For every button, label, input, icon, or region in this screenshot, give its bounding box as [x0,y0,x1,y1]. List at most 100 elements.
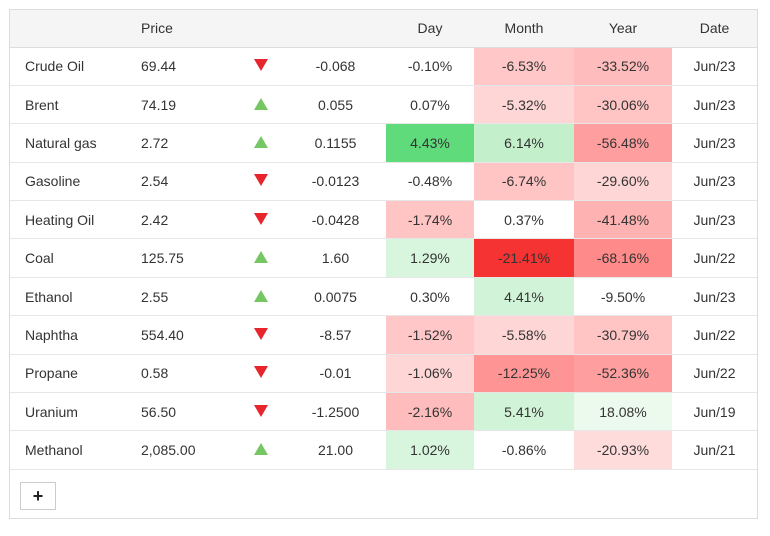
day-change-cell: 1.02% [386,430,474,470]
day-change-cell: -0.10% [386,47,474,86]
header-price[interactable]: Price [141,10,236,48]
year-change-cell: -29.60% [574,162,672,202]
commodities-table: Price Day Month Year Date Crude Oil 69.44… [10,10,757,470]
trend-cell [236,277,285,317]
date-cell: Jun/22 [672,354,757,394]
trend-cell [236,238,285,278]
date-cell: Jun/21 [672,430,757,470]
change-cell: -8.57 [285,315,386,355]
date-cell: Jun/23 [672,162,757,202]
month-change-cell: 4.41% [474,277,574,317]
commodity-name-link[interactable]: Coal [10,238,141,278]
table-row[interactable]: Natural gas 2.72 0.1155 4.43% 6.14% -56.48% Ju… [10,123,757,163]
date-cell: Jun/22 [672,238,757,278]
month-change-cell: -6.74% [474,162,574,202]
arrow-down-icon [253,327,268,340]
date-cell: Jun/23 [672,277,757,317]
arrow-up-icon [253,135,268,148]
commodity-name-link[interactable]: Methanol [10,430,141,470]
year-change-cell: -30.79% [574,315,672,355]
plus-icon: + [32,485,44,506]
table-row[interactable]: Naphtha 554.40 -8.57 -1.52% -5.58% -30.79% Jun… [10,315,757,355]
price-cell: 2,085.00 [141,430,236,470]
change-cell: 0.1155 [285,123,386,163]
month-change-cell: 5.41% [474,392,574,432]
header-year[interactable]: Year [574,10,672,48]
day-change-cell: -0.48% [386,162,474,202]
arrow-down-icon [253,366,268,379]
table-row[interactable]: Uranium 56.50 -1.2500 -2.16% 5.41% 18.08% Jun/… [10,392,757,432]
year-change-cell: -68.16% [574,238,672,278]
trend-cell [236,162,285,202]
trend-cell [236,47,285,86]
arrow-down-icon [253,174,268,187]
price-cell: 2.55 [141,277,236,317]
change-cell: 21.00 [285,430,386,470]
arrow-up-icon [253,97,268,110]
trend-cell [236,430,285,470]
header-arrow [236,10,285,48]
price-cell: 554.40 [141,315,236,355]
table-row[interactable]: Coal 125.75 1.60 1.29% -21.41% -68.16% Jun/22 [10,238,757,278]
table-row[interactable]: Gasoline 2.54 -0.0123 -0.48% -6.74% -29.60% Ju… [10,162,757,202]
month-change-cell: -0.86% [474,430,574,470]
change-cell: 0.055 [285,85,386,125]
year-change-cell: -30.06% [574,85,672,125]
table-row[interactable]: Heating Oil 2.42 -0.0428 -1.74% 0.37% -41.48%… [10,200,757,240]
month-change-cell: -5.32% [474,85,574,125]
commodity-name-link[interactable]: Propane [10,354,141,394]
add-row-button[interactable]: + [20,482,56,510]
trend-cell [236,85,285,125]
commodity-name-link[interactable]: Heating Oil [10,200,141,240]
trend-cell [236,123,285,163]
change-cell: -0.01 [285,354,386,394]
date-cell: Jun/23 [672,200,757,240]
trend-cell [236,392,285,432]
day-change-cell: -1.52% [386,315,474,355]
commodity-name-link[interactable]: Uranium [10,392,141,432]
month-change-cell: 6.14% [474,123,574,163]
commodity-name-link[interactable]: Naphtha [10,315,141,355]
arrow-up-icon [253,289,268,302]
month-change-cell: 0.37% [474,200,574,240]
table-row[interactable]: Brent 74.19 0.055 0.07% -5.32% -30.06% Jun/23 [10,85,757,125]
trend-cell [236,315,285,355]
change-cell: -0.0123 [285,162,386,202]
date-cell: Jun/23 [672,123,757,163]
table-row[interactable]: Crude Oil 69.44 -0.068 -0.10% -6.53% -33.52% J… [10,47,757,86]
day-change-cell: -1.74% [386,200,474,240]
commodity-name-link[interactable]: Brent [10,85,141,125]
trend-cell [236,200,285,240]
change-cell: -0.0428 [285,200,386,240]
date-cell: Jun/22 [672,315,757,355]
header-day[interactable]: Day [386,10,474,48]
commodity-name-link[interactable]: Crude Oil [10,47,141,86]
commodities-table-panel: Price Day Month Year Date Crude Oil 69.44… [9,9,758,519]
year-change-cell: -56.48% [574,123,672,163]
table-row[interactable]: Ethanol 2.55 0.0075 0.30% 4.41% -9.50% Jun/23 [10,277,757,317]
price-cell: 56.50 [141,392,236,432]
day-change-cell: 1.29% [386,238,474,278]
table-row[interactable]: Propane 0.58 -0.01 -1.06% -12.25% -52.36% Jun/… [10,354,757,394]
price-cell: 2.72 [141,123,236,163]
day-change-cell: 0.30% [386,277,474,317]
price-cell: 125.75 [141,238,236,278]
year-change-cell: -20.93% [574,430,672,470]
price-cell: 69.44 [141,47,236,86]
date-cell: Jun/23 [672,47,757,86]
header-date[interactable]: Date [672,10,757,48]
commodity-name-link[interactable]: Natural gas [10,123,141,163]
month-change-cell: -12.25% [474,354,574,394]
date-cell: Jun/19 [672,392,757,432]
change-cell: -0.068 [285,47,386,86]
change-cell: 0.0075 [285,277,386,317]
header-month[interactable]: Month [474,10,574,48]
day-change-cell: 4.43% [386,123,474,163]
commodity-name-link[interactable]: Ethanol [10,277,141,317]
price-cell: 2.54 [141,162,236,202]
commodity-name-link[interactable]: Gasoline [10,162,141,202]
arrow-down-icon [253,212,268,225]
change-cell: -1.2500 [285,392,386,432]
table-row[interactable]: Methanol 2,085.00 21.00 1.02% -0.86% -20.93% J… [10,430,757,470]
year-change-cell: -9.50% [574,277,672,317]
